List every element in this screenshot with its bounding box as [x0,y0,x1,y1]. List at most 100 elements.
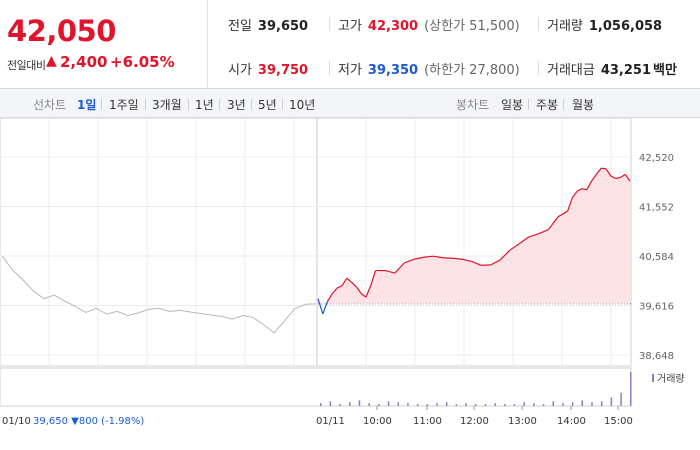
today-line-segment [610,175,616,180]
today-series [317,167,631,315]
today-line-segment [601,167,607,170]
x-axis: 01/10 39,650 ▼800 (-1.98%) 01/11 10:00 11:00… [2,406,633,427]
volume-bar [475,404,477,406]
today-line-segment [576,188,583,192]
y-tick-label: 40,584 [639,252,674,263]
tab-1y[interactable]: 1년 [195,98,214,112]
tab-1d[interactable]: 1일 [77,98,97,112]
prev-day-series [1,255,317,334]
volume-legend-swatch [652,374,654,382]
today-line-segment [413,256,424,260]
divider [329,17,330,31]
y-tick-label: 42,520 [639,153,674,164]
volume-bar [426,404,429,406]
today-line-segment [423,255,434,258]
y-axis: 42,520 41,552 40,584 39,616 38,648 [639,153,674,362]
today-line-segment [581,188,587,191]
today-line-segment [317,298,324,315]
tab-10y[interactable]: 10년 [289,98,316,112]
today-line-segment [471,260,482,266]
today-line-segment [341,277,348,287]
volume-bar [339,404,341,406]
volume-bar [349,402,351,406]
divider [538,17,539,31]
volume-bar [329,401,332,406]
lower-limit: (하한가 27,800) [424,63,520,78]
volume-bar [465,403,467,406]
tab-3m[interactable]: 3개월 [152,98,182,112]
today-line-segment [567,197,573,212]
volume-bar [387,401,390,406]
prev-close-label: 전일 [228,19,252,34]
volume-bar [378,404,380,406]
today-line-segment [365,285,372,298]
line-chart-label: 선차트 [33,98,67,112]
tab-1w[interactable]: 1주일 [109,98,139,112]
volume-value: 1,056,058 [588,19,663,34]
today-line-segment [442,257,453,259]
volume-bar [591,402,593,406]
volume-label: 거래량 [547,19,583,34]
amount-label: 거래대금 [547,63,595,78]
volume-bar [562,403,564,406]
y-tick-label: 38,648 [639,351,674,362]
x-tick-label: 10:00 [363,416,392,427]
today-line-segment [499,249,511,261]
tab-3y[interactable]: 3년 [227,98,246,112]
change-percent: +6.05% [110,53,175,71]
today-line-segment [557,210,568,218]
volume-bar [533,403,535,406]
volume-bar [436,403,438,406]
open-stat: 시가 39,750 [228,59,308,78]
y-tick-label: 41,552 [639,203,674,214]
volume-bar [320,403,322,406]
prev-date-label: 01/10 [2,416,31,427]
tab-daily-candle[interactable]: 일봉 [501,98,524,112]
divider [251,99,252,110]
today-line-segment [327,293,333,302]
high-stat: 고가 42,300 (상한가 51,500) [338,15,520,34]
volume-bar [571,402,574,406]
today-line-segment [394,262,405,274]
today-line-segment [404,258,415,264]
today-line-segment [481,264,491,267]
divider [145,99,146,110]
today-line-segment [360,293,367,298]
today-line-segment [538,229,549,235]
prev-day-line [1,255,317,334]
today-line-segment [586,180,593,191]
today-line-segment [322,300,329,315]
tab-monthly-candle[interactable]: 월봉 [572,98,595,112]
intraday-chart[interactable]: 42,520 41,552 40,584 39,616 38,648 거래량 01/10… [0,118,700,450]
volume-panel: 거래량 [0,367,685,407]
today-line-segment [355,286,362,294]
tab-5y[interactable]: 5년 [258,98,277,112]
divider [188,99,189,110]
today-line-segment [370,270,377,286]
volume-bar [600,401,603,406]
divider [538,61,539,75]
current-price-box: 42,050 전일대비 ▲ 2,400 +6.05% [0,0,208,89]
low-value: 39,350 [367,63,419,78]
today-date-label: 01/11 [316,416,345,427]
amount-unit: 백만 [653,63,677,78]
volume-bar [445,402,448,406]
today-line-segment [624,174,631,182]
volume-bar [504,404,506,406]
change-label: 전일대비 [7,59,46,72]
open-label: 시가 [228,63,252,78]
prev-close-stat: 전일 39,650 [228,15,308,34]
high-label: 고가 [338,19,362,34]
today-line-segment [336,285,343,289]
volume-bar [358,400,361,406]
low-label: 저가 [338,63,362,78]
prev-close-value: 39,650 [257,19,309,34]
volume-bar [416,404,419,406]
candle-chart-label: 봉차트 [456,98,490,112]
amount-value: 43,251 [600,63,652,78]
volume-bar [455,404,458,406]
volume-stat: 거래량 1,056,058 [547,15,662,34]
y-tick-label: 39,616 [639,302,674,313]
tab-weekly-candle[interactable]: 주봉 [536,98,559,112]
prev-close-note: 39,650 ▼800 (-1.98%) [33,416,144,427]
